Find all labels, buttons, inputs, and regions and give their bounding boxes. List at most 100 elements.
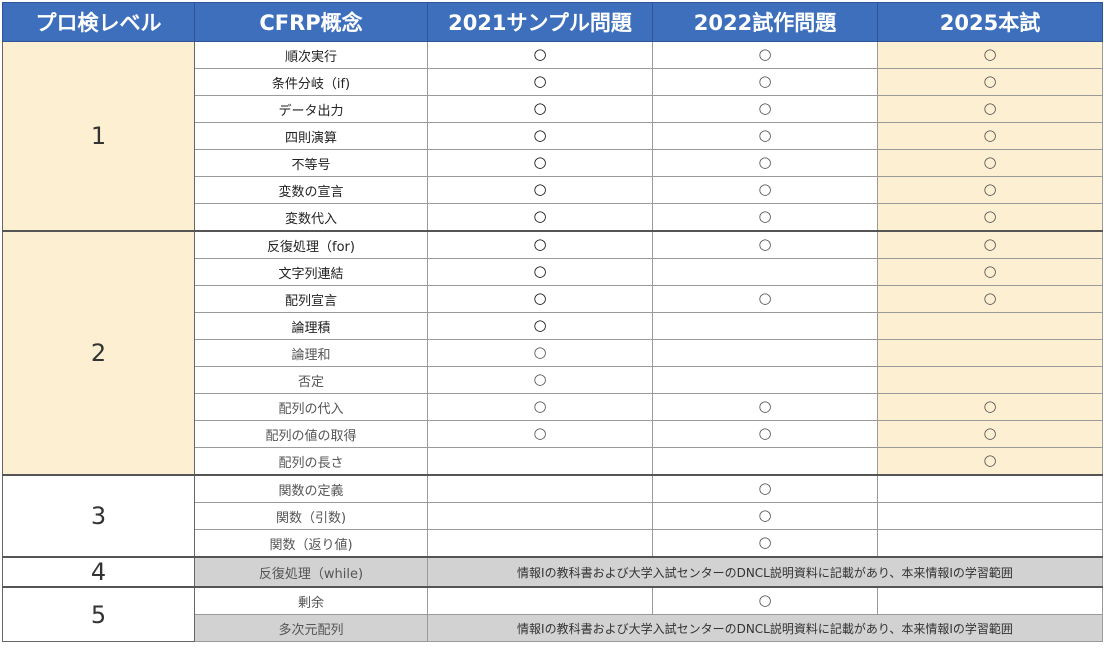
circle-mark: ○ bbox=[983, 207, 997, 225]
circle-mark: ○ bbox=[758, 235, 772, 253]
circle-mark: ○ bbox=[533, 424, 547, 442]
circle-mark: ○ bbox=[983, 45, 997, 63]
concept-cell: 不等号 bbox=[194, 149, 428, 177]
mark-2025: ○ bbox=[877, 203, 1103, 232]
mark-2021 bbox=[427, 447, 653, 476]
circle-mark: ○ bbox=[533, 370, 547, 388]
mark-2021: ○ bbox=[427, 258, 653, 286]
mark-2025 bbox=[877, 366, 1103, 394]
table-row: 配列の代入 ○ ○ ○ bbox=[3, 393, 1103, 421]
mark-2021: ○ bbox=[427, 203, 653, 232]
mark-2025 bbox=[877, 529, 1103, 558]
circle-mark: ○ bbox=[758, 424, 772, 442]
mark-2022: ○ bbox=[652, 586, 878, 615]
circle-mark: ○ bbox=[533, 180, 547, 198]
circle-mark: ○ bbox=[983, 424, 997, 442]
mark-2021: ○ bbox=[427, 122, 653, 150]
concept-cell: 関数（引数) bbox=[194, 502, 428, 530]
header-2021: 2021サンプル問題 bbox=[427, 2, 653, 42]
mark-2021 bbox=[427, 474, 653, 503]
mark-2022: ○ bbox=[652, 474, 878, 503]
level-cell-4: 4 bbox=[2, 556, 195, 588]
circle-mark: ○ bbox=[758, 126, 772, 144]
concept-cell: 変数代入 bbox=[194, 203, 428, 232]
level-cell-2: 2 bbox=[2, 230, 195, 476]
mark-2022: ○ bbox=[652, 529, 878, 558]
mark-2022: ○ bbox=[652, 149, 878, 177]
concept-cell: 変数の宣言 bbox=[194, 176, 428, 204]
mark-2022: ○ bbox=[652, 68, 878, 96]
mark-2022: ○ bbox=[652, 203, 878, 232]
mark-2022 bbox=[652, 447, 878, 476]
mark-2025: ○ bbox=[877, 420, 1103, 448]
circle-mark: ○ bbox=[533, 235, 547, 253]
level-cell-3: 3 bbox=[2, 474, 195, 558]
concept-cell: 反復処理（for) bbox=[194, 230, 428, 259]
mark-2022: ○ bbox=[652, 502, 878, 530]
table-row: 配列宣言 ○ ○ ○ bbox=[3, 285, 1103, 313]
mark-2021: ○ bbox=[427, 176, 653, 204]
mark-2022 bbox=[652, 366, 878, 394]
header-2022: 2022試作問題 bbox=[652, 2, 878, 42]
circle-mark: ○ bbox=[533, 397, 547, 415]
mark-2025: ○ bbox=[877, 258, 1103, 286]
concept-cell: 配列の値の取得 bbox=[194, 420, 428, 448]
mark-2022: ○ bbox=[652, 420, 878, 448]
mark-2025: ○ bbox=[877, 95, 1103, 123]
concept-cell: 配列の長さ bbox=[194, 447, 428, 476]
note-cell: 情報Ⅰの教科書および大学入試センターのDNCL説明資料に記載があり、本来情報Ⅰの… bbox=[427, 556, 1103, 588]
mark-2022 bbox=[652, 258, 878, 286]
mark-2025: ○ bbox=[877, 285, 1103, 313]
circle-mark: ○ bbox=[758, 397, 772, 415]
level-cell-1: 1 bbox=[2, 41, 195, 232]
mark-2022 bbox=[652, 312, 878, 340]
circle-mark: ○ bbox=[758, 506, 772, 524]
concept-cell: 論理積 bbox=[194, 312, 428, 340]
circle-mark: ○ bbox=[983, 153, 997, 171]
circle-mark: ○ bbox=[758, 289, 772, 307]
mark-2025 bbox=[877, 474, 1103, 503]
concept-cell: 四則演算 bbox=[194, 122, 428, 150]
concept-cell: 多次元配列 bbox=[194, 614, 428, 642]
concept-cell: 文字列連結 bbox=[194, 258, 428, 286]
concept-cell: 否定 bbox=[194, 366, 428, 394]
note-cell: 情報Ⅰの教科書および大学入試センターのDNCL説明資料に記載があり、本来情報Ⅰの… bbox=[427, 614, 1103, 642]
mark-2021 bbox=[427, 586, 653, 615]
mark-2025: ○ bbox=[877, 230, 1103, 259]
mark-2025: ○ bbox=[877, 149, 1103, 177]
mark-2022: ○ bbox=[652, 41, 878, 69]
mark-2021 bbox=[427, 529, 653, 558]
table-row: 関数（引数) ○ bbox=[3, 502, 1103, 530]
concept-cell: 反復処理（while) bbox=[194, 556, 428, 588]
concept-cell: 順次実行 bbox=[194, 41, 428, 69]
circle-mark: ○ bbox=[758, 153, 772, 171]
mark-2022: ○ bbox=[652, 230, 878, 259]
concept-cell: 関数の定義 bbox=[194, 474, 428, 503]
circle-mark: ○ bbox=[533, 289, 547, 307]
mark-2025: ○ bbox=[877, 393, 1103, 421]
table-row: 1 順次実行 ○ ○ ○ bbox=[2, 41, 1103, 232]
concept-cell: 条件分岐（if) bbox=[194, 68, 428, 96]
concept-cell: 論理和 bbox=[194, 339, 428, 367]
circle-mark: ○ bbox=[758, 207, 772, 225]
circle-mark: ○ bbox=[758, 180, 772, 198]
mark-2021: ○ bbox=[427, 366, 653, 394]
table-row: 多次元配列 情報Ⅰの教科書および大学入試センターのDNCL説明資料に記載があり、… bbox=[3, 614, 1103, 642]
circle-mark: ○ bbox=[983, 99, 997, 117]
table-row: 配列の値の取得 ○ ○ ○ bbox=[3, 420, 1103, 448]
mark-2021: ○ bbox=[427, 149, 653, 177]
mark-2022: ○ bbox=[652, 393, 878, 421]
mark-2025 bbox=[877, 312, 1103, 340]
table-row: 論理和 ○ bbox=[3, 339, 1103, 367]
concept-cell: 関数（返り値) bbox=[194, 529, 428, 558]
mark-2021: ○ bbox=[427, 41, 653, 69]
circle-mark: ○ bbox=[983, 126, 997, 144]
mark-2022: ○ bbox=[652, 95, 878, 123]
circle-mark: ○ bbox=[533, 45, 547, 63]
table-row: 4 反復処理（while) 情報Ⅰの教科書および大学入試センターのDNCL説明資… bbox=[2, 556, 1103, 588]
mark-2021: ○ bbox=[427, 230, 653, 259]
circle-mark: ○ bbox=[758, 533, 772, 551]
concept-cell: 配列宣言 bbox=[194, 285, 428, 313]
mark-2021: ○ bbox=[427, 95, 653, 123]
circle-mark: ○ bbox=[533, 316, 547, 334]
